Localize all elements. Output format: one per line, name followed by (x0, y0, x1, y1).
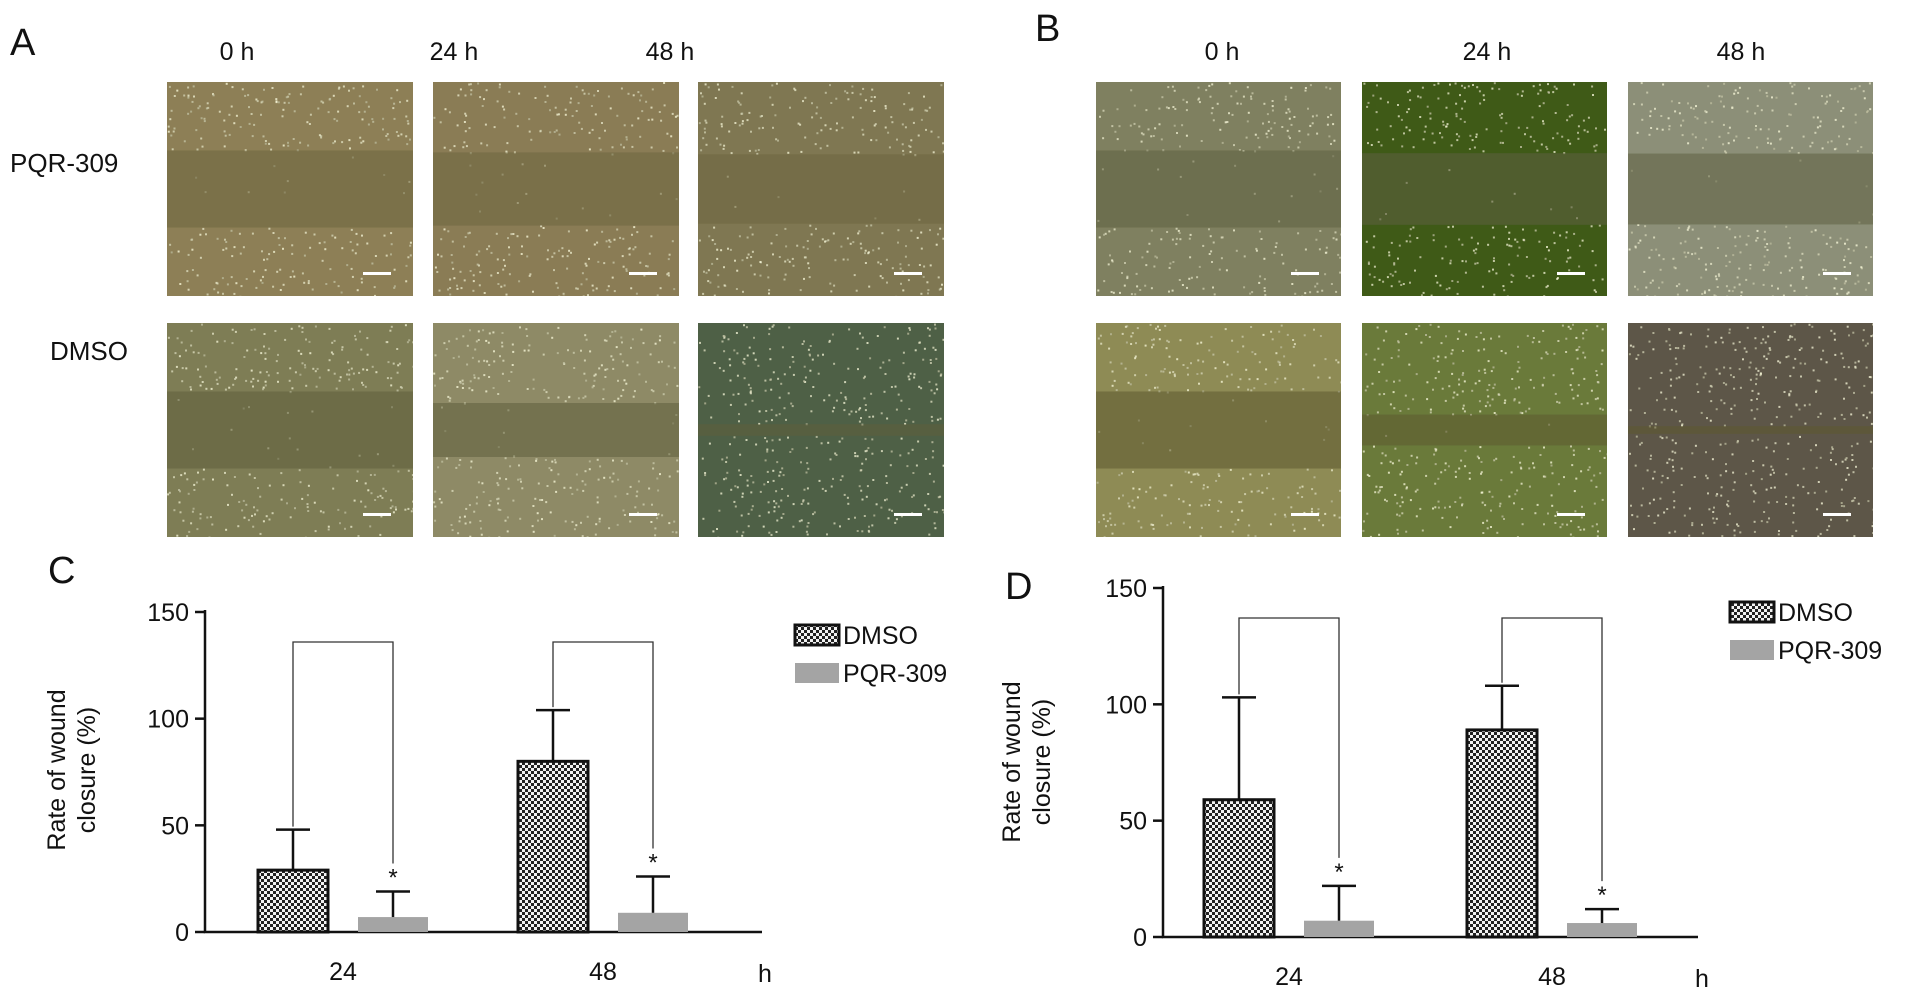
bar-pqr-309-24 (358, 917, 428, 932)
x-axis-unit: h (758, 960, 772, 988)
micrograph-a-r1-c0 (167, 323, 413, 537)
x-tick-label: 24 (329, 958, 357, 986)
micrograph-a-r0-c2 (698, 82, 944, 296)
x-tick-label: 48 (589, 958, 617, 986)
y-tick-label: 150 (1105, 575, 1147, 603)
micrograph-a-r1-c2 (698, 323, 944, 537)
y-tick-label: 50 (1119, 808, 1147, 836)
y-tick-label: 0 (175, 919, 189, 947)
significance-star: * (648, 850, 657, 877)
micrograph-b-r0-c1 (1362, 82, 1607, 296)
legend-swatch-dmso (1728, 600, 1776, 624)
bar-dmso-48 (516, 759, 590, 934)
micrograph-a-r0-c0 (167, 82, 413, 296)
legend-label-dmso: DMSO (1778, 599, 1853, 627)
bar-pqr-309-24 (1304, 920, 1374, 937)
y-axis-label: Rate of woundclosure (%) (43, 689, 101, 850)
micrograph-b-r1-c2 (1628, 323, 1873, 537)
row-label-pqr309: PQR-309 (10, 148, 119, 178)
panel-letter-a: A (10, 22, 36, 64)
significance-star: * (388, 864, 397, 891)
time-label-a-0: 0 h (219, 38, 255, 66)
micrograph-a-r0-c1 (433, 82, 679, 296)
significance-star: * (1334, 859, 1343, 886)
row-label-dmso: DMSO (50, 336, 128, 366)
x-tick-label: 24 (1275, 963, 1303, 991)
micrograph-b-r1-c1 (1362, 323, 1607, 537)
y-tick-label: 150 (147, 599, 189, 627)
significance-star: * (1597, 882, 1606, 909)
significance-bracket (1501, 617, 1603, 882)
significance-bracket (292, 641, 394, 864)
legend-label-pqr-309: PQR-309 (843, 660, 947, 688)
micrograph-b-r0-c2 (1628, 82, 1873, 296)
significance-bracket (1238, 617, 1340, 858)
bar-pqr-309-48 (618, 912, 688, 932)
y-tick-label: 50 (161, 812, 189, 840)
micrograph-a-r1-c1 (433, 323, 679, 537)
y-tick-label: 0 (1133, 924, 1147, 952)
legend-label-pqr-309: PQR-309 (1778, 637, 1882, 665)
legend-swatch-pqr-309 (1730, 640, 1774, 660)
y-tick-label: 100 (1105, 691, 1147, 719)
x-axis-unit: h (1695, 965, 1709, 993)
time-label-b-24: 24 h (1462, 38, 1512, 66)
micrograph-b-r0-c0 (1096, 82, 1341, 296)
panel-letter-d: D (1005, 566, 1033, 608)
bar-pqr-309-48 (1567, 923, 1637, 937)
micrograph-b-r1-c0 (1096, 323, 1341, 537)
legend-swatch-pqr-309 (795, 663, 839, 683)
bar-dmso-24 (256, 868, 330, 934)
panel-letter-c: C (48, 550, 76, 592)
time-label-a-24: 24 h (429, 38, 479, 66)
time-label-b-48: 48 h (1716, 38, 1766, 66)
bar-dmso-24 (1202, 798, 1276, 939)
legend-label-dmso: DMSO (843, 622, 918, 650)
significance-bracket (552, 641, 654, 849)
y-tick-label: 100 (147, 706, 189, 734)
panel-letter-b: B (1035, 8, 1061, 50)
time-label-b-0: 0 h (1204, 38, 1240, 66)
x-tick-label: 48 (1538, 963, 1566, 991)
bar-dmso-48 (1465, 728, 1539, 939)
y-axis-label: Rate of woundclosure (%) (998, 681, 1056, 842)
time-label-a-48: 48 h (645, 38, 695, 66)
legend-swatch-dmso (793, 623, 841, 647)
